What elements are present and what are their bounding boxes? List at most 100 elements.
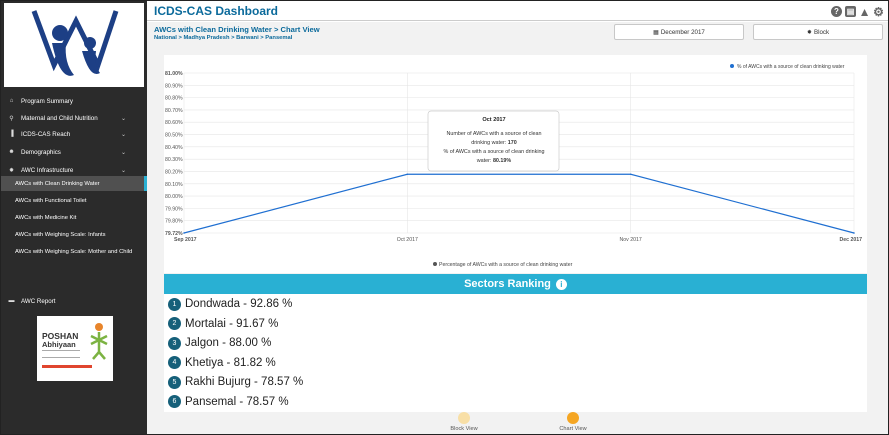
sidebar-item-label: Program Summary [21, 97, 73, 105]
series-line [183, 173, 855, 234]
ranking-text: Dondwada - 92.86 % [185, 298, 293, 310]
chart-view-toggle[interactable]: Chart View [548, 412, 598, 432]
map-marker-icon: ✸ [806, 29, 812, 36]
map-marker-icon: ✸ [8, 167, 15, 174]
sidebar-subitem-3[interactable]: AWCs with Weighing Scale: Infants [15, 232, 106, 238]
sidebar-subitem-1[interactable]: AWCs with Functional Toilet [15, 198, 87, 204]
rank-badge: 4 [168, 356, 181, 369]
sidebar-subitem-0[interactable]: AWCs with Clean Drinking Water [1, 176, 147, 191]
y-tick-label: 80.60% [165, 120, 183, 126]
x-tick-label: Sep 2017 [174, 237, 197, 243]
sidebar-item-1[interactable]: ⚲ Maternal and Child Nutrition ⌄ [1, 110, 147, 126]
sidebar-item-label: Maternal and Child Nutrition [21, 114, 98, 122]
date-filter-label: December 2017 [660, 28, 705, 36]
chart-caption: Percentage of AWCs with a source of clea… [439, 262, 573, 268]
ranking-title: Sectors Ranking [464, 278, 551, 290]
chevron-down-icon[interactable]: ⌄ [120, 115, 126, 122]
rank-badge: 1 [168, 297, 181, 311]
sidebar: ⌂ Program Summary ⚲ Maternal and Child Nutr… [1, 1, 147, 434]
app-title: ICDS-CAS Dashboard [154, 4, 279, 18]
main-content: AWCs with Clean Drinking Water > Chart V… [147, 22, 888, 434]
sidebar-subitem-4[interactable]: AWCs with Weighing Scale: Mother and Chi… [15, 249, 133, 255]
warning-icon[interactable]: ▲ [858, 4, 871, 19]
y-tick-label: 79.80% [165, 219, 183, 225]
tooltip-label: drinking water: [471, 140, 508, 146]
info-icon[interactable]: i [555, 278, 567, 290]
block-view-dot[interactable] [458, 412, 470, 424]
sidebar-item-2[interactable]: ▐ ICDS-CAS Reach ⌄ [1, 126, 147, 142]
x-tick-label: Dec 2017 [840, 237, 863, 243]
tooltip-label: water: [476, 158, 493, 164]
y-tick-label: 80.90% [165, 83, 183, 89]
legend-marker [730, 64, 734, 68]
tooltip-box [427, 110, 560, 172]
tooltip-line: % of AWCs with a source of clean drinkin… [443, 149, 544, 155]
line-chart[interactable]: 81.00% 80.90% 80.80% 80.70% 80.60% 80.50% 80.4… [164, 55, 867, 273]
y-tick-label: 80.70% [165, 108, 183, 114]
print-icon[interactable]: ▤ [845, 6, 856, 17]
y-tick-label: 80.10% [165, 182, 183, 188]
poshan-tagline-graphic [42, 350, 80, 358]
sidebar-item-awc-report[interactable]: ▬ AWC Report [1, 293, 147, 309]
rank-badge: 6 [168, 395, 181, 408]
poshan-subtitle: Abhiyaan [42, 340, 76, 349]
rank-badge: 2 [168, 317, 181, 330]
data-point [629, 173, 632, 176]
home-icon: ⌂ [9, 98, 14, 104]
info-icon [433, 262, 437, 266]
tooltip-value: 170 [508, 140, 517, 146]
ranking-header: Sectors Ranking i [164, 274, 867, 294]
x-tick-label: Nov 2017 [620, 237, 642, 243]
ranking-text: Pansemal - 78.57 % [185, 395, 289, 408]
y-tick-label: 80.20% [165, 169, 183, 175]
help-icon[interactable]: ? [831, 6, 842, 17]
sidebar-item-0[interactable]: ⌂ Program Summary [1, 93, 147, 109]
top-header: ICDS-CAS Dashboard ? ▤ ▲ ⚙ [147, 1, 888, 21]
poshan-hindi-tagline-graphic [42, 365, 92, 368]
chart-view-dot[interactable] [567, 412, 579, 424]
poshan-figure-graphic [90, 323, 108, 360]
chart-tooltip: Oct 2017 Number of AWCs with a source of … [427, 110, 560, 172]
poshan-title: POSHAN [42, 331, 79, 341]
chevron-down-icon[interactable]: ⌄ [120, 167, 126, 174]
chevron-down-icon[interactable]: ⌄ [120, 149, 126, 156]
page-title: AWCs with Clean Drinking Water > Chart V… [154, 25, 320, 34]
bottle-icon: ⚲ [9, 115, 14, 122]
sidebar-item-3[interactable]: ☻ Demographics ⌄ [1, 144, 147, 160]
tooltip-value: 80.19% [493, 158, 511, 164]
chart-view-label: Chart View [559, 426, 587, 432]
sidebar-item-label: ICDS-CAS Reach [21, 130, 71, 138]
breadcrumb[interactable]: National > Madhya Pradesh > Barwani > Pa… [154, 35, 293, 41]
gear-icon[interactable]: ⚙ [873, 4, 884, 19]
date-filter-button[interactable]: ▦ December 2017 [614, 24, 744, 40]
rank-badge: 3 [168, 336, 181, 350]
icds-logo[interactable] [4, 3, 144, 87]
ranking-row: 1 Dondwada - 92.86 % [168, 296, 292, 312]
poshan-abhiyaan-logo: POSHAN Abhiyaan [37, 316, 113, 381]
bar-chart-icon: ▐ [9, 131, 14, 137]
y-tick-label: 79.90% [165, 206, 183, 212]
tooltip-line: drinking water: 170 [471, 140, 517, 146]
y-tick-label: 80.00% [165, 194, 183, 200]
ranking-row: 6 Pansemal - 78.57 % [168, 394, 289, 410]
ranking-text: Mortalai - 91.67 % [185, 317, 279, 330]
sidebar-item-label: AWC Infrastructure [21, 166, 74, 174]
ranking-text: Khetiya - 81.82 % [185, 356, 276, 369]
y-tick-label: 79.72% [165, 231, 183, 237]
block-view-toggle[interactable]: Block View [439, 412, 489, 432]
y-tick-label: 80.80% [165, 96, 183, 102]
data-point [406, 173, 409, 176]
calendar-icon: ▦ [653, 29, 659, 36]
chevron-down-icon[interactable]: ⌄ [120, 131, 126, 138]
y-tick-label: 80.50% [165, 133, 183, 139]
sidebar-subitem-2[interactable]: AWCs with Medicine Kit [15, 215, 77, 221]
x-tick-label: Oct 2017 [397, 237, 418, 243]
data-point [853, 232, 855, 234]
sidebar-item-4[interactable]: ✸ AWC Infrastructure ⌄ [1, 162, 147, 178]
sidebar-item-label: Demographics [21, 148, 61, 156]
view-toggle: Block View Chart View [147, 412, 888, 434]
ranking-row: 3 Jalgon - 88.00 % [168, 335, 271, 351]
users-icon: ☻ [8, 149, 15, 155]
location-filter-button[interactable]: ✸ Block [753, 24, 883, 40]
legend-label: % of AWCs with a source of clean drinkin… [737, 64, 845, 70]
